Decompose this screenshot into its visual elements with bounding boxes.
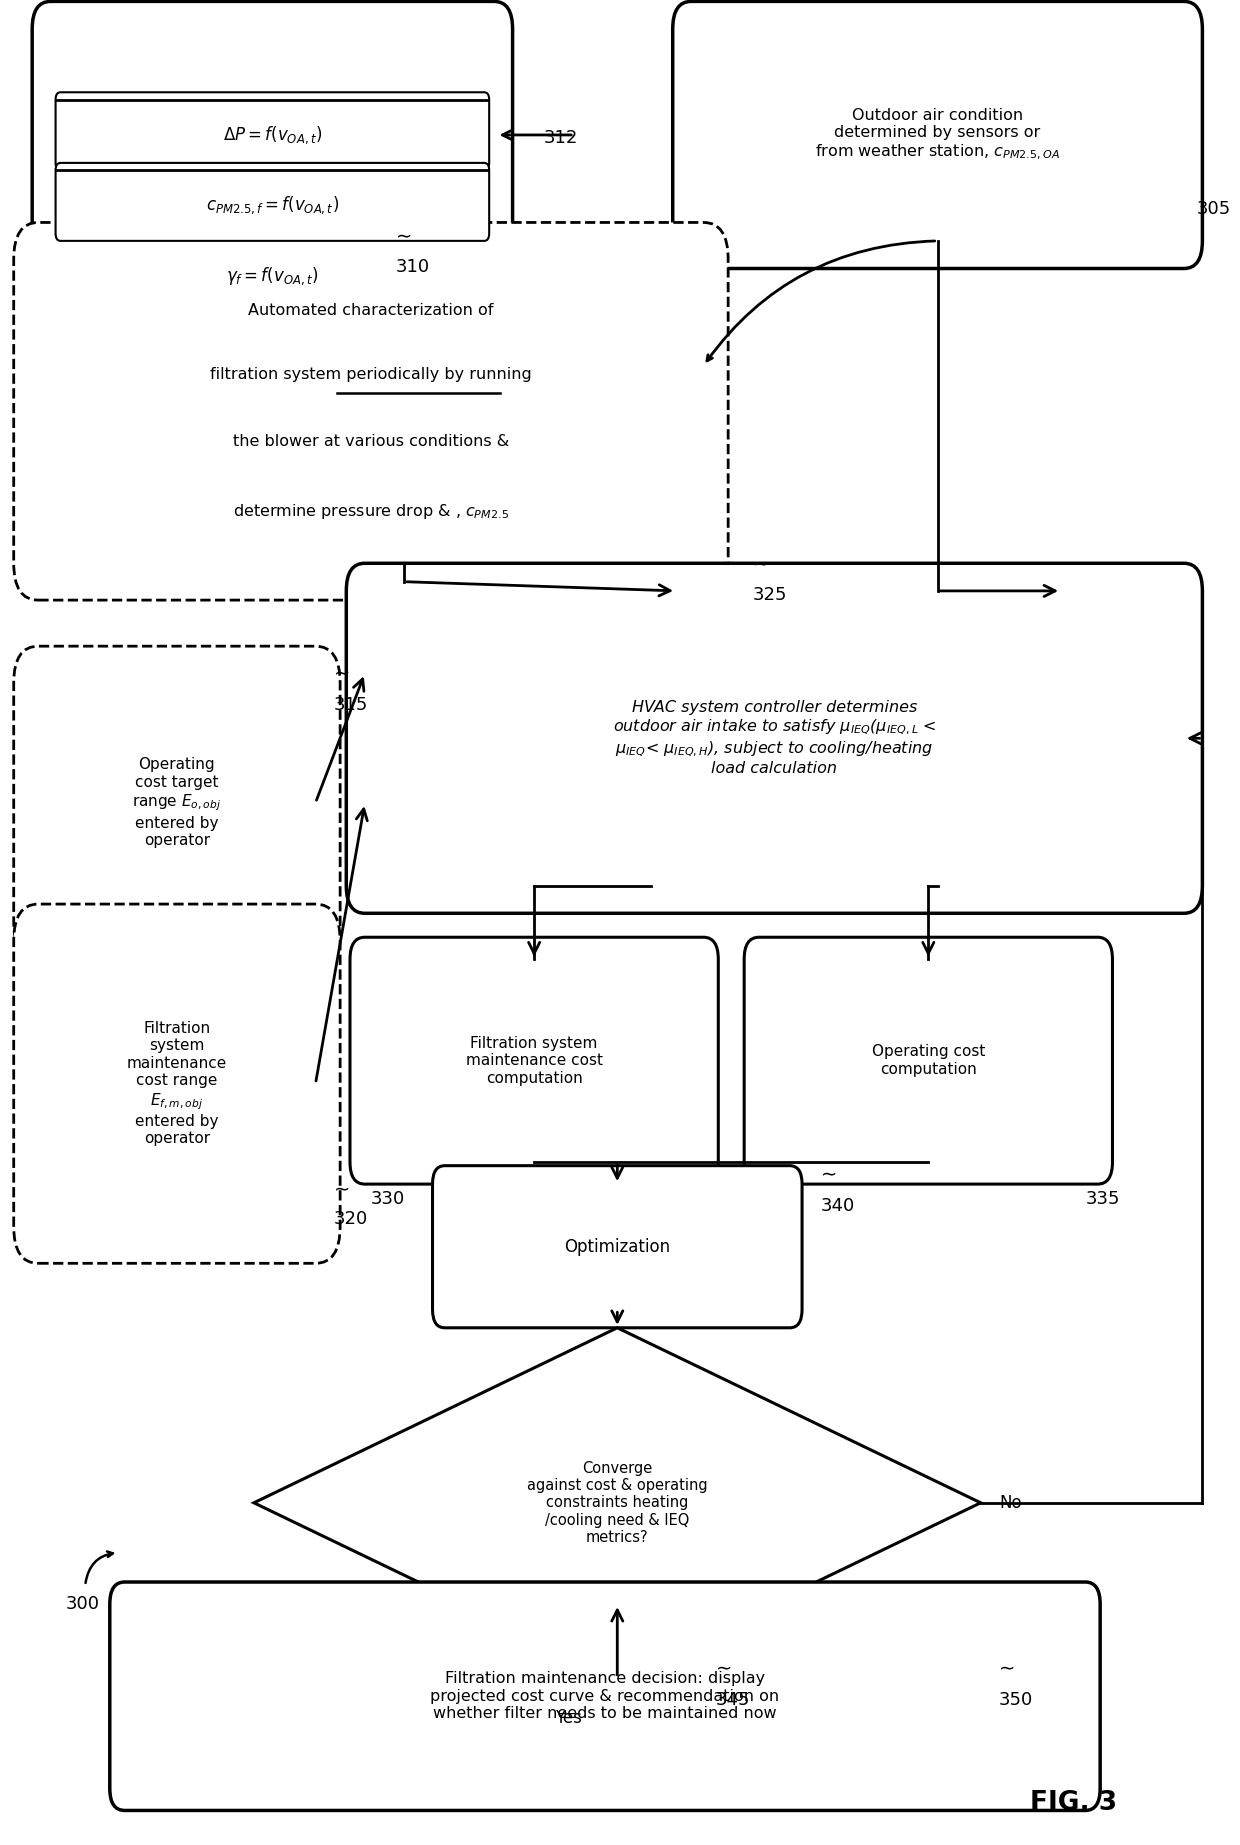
FancyBboxPatch shape	[433, 1166, 802, 1328]
Text: Operating
cost target
range $E_{o,obj}$
entered by
operator: Operating cost target range $E_{o,obj}$ …	[133, 758, 222, 849]
FancyBboxPatch shape	[14, 646, 340, 959]
Text: 305: 305	[1197, 199, 1230, 218]
Text: Filtration system
maintenance cost
computation: Filtration system maintenance cost compu…	[466, 1035, 603, 1085]
Text: Operating cost
computation: Operating cost computation	[872, 1044, 985, 1077]
Text: Converge
against cost & operating
constraints heating
/cooling need & IEQ
metric: Converge against cost & operating constr…	[527, 1461, 708, 1544]
Text: 350: 350	[999, 1690, 1033, 1708]
Text: ∼: ∼	[753, 555, 769, 574]
Text: Filtration
system
maintenance
cost range
$E_{f,m, obj}$
entered by
operator: Filtration system maintenance cost range…	[126, 1020, 227, 1146]
Text: ∼: ∼	[821, 1166, 837, 1184]
Text: the blower at various conditions &: the blower at various conditions &	[233, 434, 510, 448]
Text: HVAC system controller determines
outdoor air intake to satisfy $\mu_{IEQ}$($\mu: HVAC system controller determines outdoo…	[613, 699, 936, 777]
FancyBboxPatch shape	[14, 904, 340, 1264]
FancyBboxPatch shape	[14, 223, 728, 600]
Text: ∼: ∼	[999, 1659, 1016, 1679]
Text: Yes: Yes	[554, 1708, 582, 1727]
Text: $\gamma_f = f(v_{OA,t})$: $\gamma_f = f(v_{OA,t})$	[226, 266, 319, 288]
Text: 340: 340	[821, 1197, 854, 1216]
Text: filtration system periodically by running: filtration system periodically by runnin…	[210, 367, 532, 382]
Text: ∼: ∼	[334, 664, 351, 683]
Text: 330: 330	[371, 1190, 405, 1208]
FancyBboxPatch shape	[110, 1581, 1100, 1810]
FancyBboxPatch shape	[346, 563, 1203, 913]
Text: ∼: ∼	[396, 227, 412, 247]
FancyBboxPatch shape	[56, 92, 490, 170]
Text: FIG. 3: FIG. 3	[1030, 1790, 1117, 1815]
Text: ∼: ∼	[715, 1659, 732, 1679]
Text: determine pressure drop & , $c_{PM2.5}$: determine pressure drop & , $c_{PM2.5}$	[233, 502, 508, 520]
Text: No: No	[999, 1494, 1022, 1511]
Text: $c_{PM2.5,f} = f(v_{OA,t})$: $c_{PM2.5,f} = f(v_{OA,t})$	[206, 196, 339, 216]
Text: 345: 345	[715, 1690, 750, 1708]
Polygon shape	[254, 1328, 981, 1677]
Text: 335: 335	[1085, 1190, 1120, 1208]
Text: 325: 325	[753, 585, 787, 603]
FancyBboxPatch shape	[673, 2, 1203, 269]
FancyBboxPatch shape	[56, 162, 490, 242]
Text: Optimization: Optimization	[564, 1238, 671, 1256]
Text: $\Delta P = f(v_{OA,t})$: $\Delta P = f(v_{OA,t})$	[223, 124, 322, 146]
FancyBboxPatch shape	[350, 937, 718, 1184]
Text: 320: 320	[334, 1210, 368, 1229]
Text: Filtration maintenance decision: display
projected cost curve & recommendation o: Filtration maintenance decision: display…	[430, 1672, 780, 1721]
Text: 300: 300	[66, 1596, 99, 1613]
Text: Automated characterization of: Automated characterization of	[248, 303, 494, 319]
Text: 310: 310	[396, 258, 430, 275]
FancyBboxPatch shape	[744, 937, 1112, 1184]
Text: ∼: ∼	[334, 1181, 351, 1199]
Text: Outdoor air condition
determined by sensors or
from weather station, $c_{PM2.5,O: Outdoor air condition determined by sens…	[815, 107, 1060, 162]
FancyBboxPatch shape	[32, 2, 512, 269]
Text: 312: 312	[543, 129, 578, 148]
Text: 315: 315	[334, 696, 368, 714]
